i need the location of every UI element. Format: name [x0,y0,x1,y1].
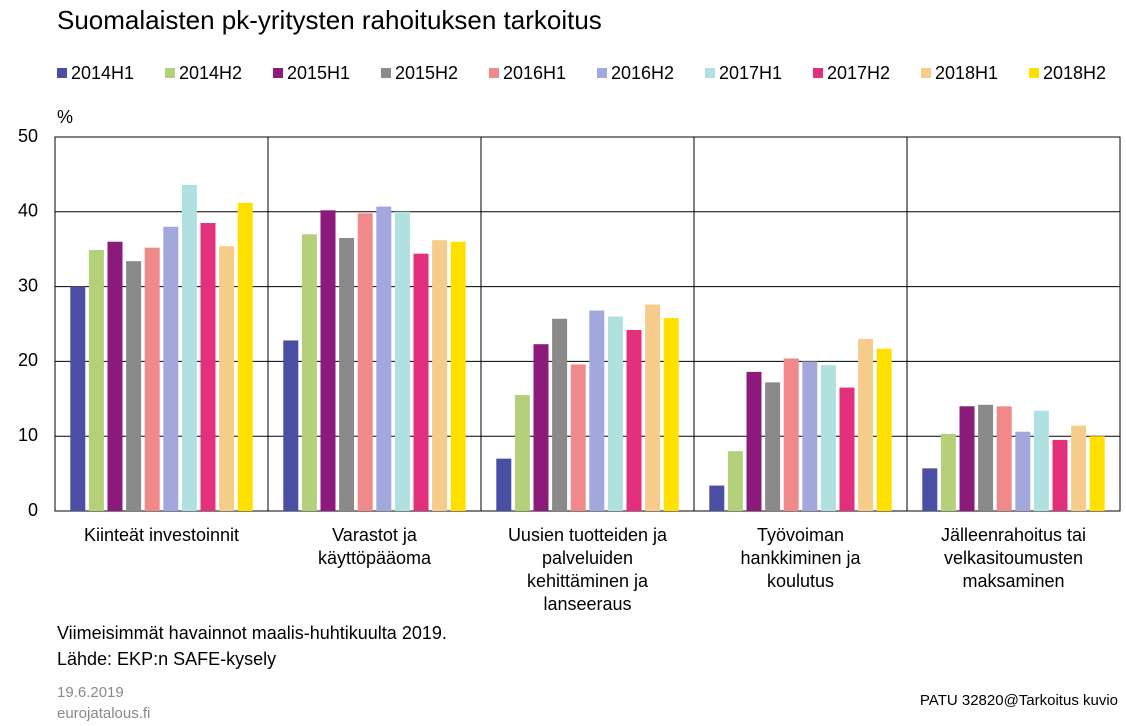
note: Viimeisimmät havainnot maalis-huhtikuult… [57,623,447,643]
x-tick-label: Varastot ja käyttöpääoma [318,525,432,568]
note: Lähde: EKP:n SAFE-kysely [57,649,276,669]
bar [514,395,530,511]
legend-label: 2015H1 [287,63,350,83]
y-axis-label: % [57,107,73,127]
bar [709,485,725,511]
y-tick-label: 20 [18,350,38,370]
bar [357,213,373,511]
bar [533,344,549,511]
x-tick-label: Uusien tuotteiden ja palveluiden kehittämi… [508,525,668,614]
bar [996,406,1012,511]
y-tick-label: 50 [18,126,38,146]
bar [783,358,799,511]
legend-swatch [921,68,931,78]
y-tick-label: 10 [18,425,38,445]
legend-swatch [705,68,715,78]
bar [237,202,253,511]
legend-label: 2016H2 [611,63,674,83]
bar [450,241,466,511]
site: eurojatalous.fi [57,705,150,722]
bar [376,206,392,511]
y-tick-label: 0 [28,500,38,520]
legend-swatch [1029,68,1039,78]
legend-swatch [381,68,391,78]
bar [727,451,743,511]
bar [126,261,142,511]
chart-title: Suomalaisten pk-yritysten rahoituksen ta… [57,5,602,35]
bar [107,241,123,511]
y-tick-label: 40 [18,201,38,221]
bar [645,304,661,511]
bar [339,237,355,512]
x-tick-label: Jälleenrahoitus tai velkasitoumusten maksa… [941,525,1086,591]
bar [746,371,762,511]
legend-label: 2017H1 [719,63,782,83]
bar [922,468,938,511]
bar [320,210,336,511]
bar [1071,425,1087,511]
bar [144,247,160,512]
bar [432,240,448,511]
legend-swatch [597,68,607,78]
legend-label: 2017H2 [827,63,890,83]
bar [219,246,235,511]
bar [283,340,299,511]
bar [570,364,586,511]
bar [88,249,104,511]
x-tick-label: Työvoiman hankkiminen ja koulutus [740,525,861,591]
bar [589,310,605,511]
bar [181,184,197,511]
bar [1033,410,1049,511]
bar [496,458,512,511]
plot-frame [54,136,1121,512]
bar [1015,431,1031,511]
legend-swatch [273,68,283,78]
bar [839,387,855,511]
bar [802,361,818,511]
bar [394,211,410,512]
legend-label: 2015H2 [395,63,458,83]
bar [765,382,781,511]
bar [959,406,975,511]
legend-swatch [165,68,175,78]
legend-swatch [57,68,67,78]
bar [70,286,86,511]
legend-label: 2016H1 [503,63,566,83]
bar [858,338,874,511]
bar [552,318,568,511]
legend-label: 2014H2 [179,63,242,83]
bar [200,223,216,511]
bar [626,329,642,511]
legend-label: 2018H1 [935,63,998,83]
bar [820,365,836,511]
bar [163,226,179,511]
bar [1052,439,1068,511]
bar [1089,436,1105,511]
legend-swatch [813,68,823,78]
bar [876,348,892,511]
x-tick-label: Kiinteät investoinnit [84,525,239,545]
bar [301,234,317,512]
bar [607,316,623,511]
legend-swatch [489,68,499,78]
bar [978,404,994,511]
legend-label: 2014H1 [71,63,134,83]
legend-label: 2018H2 [1043,63,1106,83]
bar [663,318,679,511]
bar [413,253,429,512]
bar [940,433,956,511]
code: PATU 32820@Tarkoitus kuvio [920,692,1118,709]
date: 19.6.2019 [57,684,124,701]
y-tick-label: 30 [18,275,38,295]
